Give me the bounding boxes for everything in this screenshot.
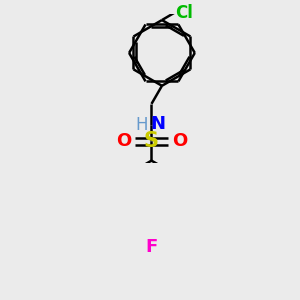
Text: S: S: [144, 131, 159, 151]
Text: O: O: [172, 132, 187, 150]
Text: F: F: [146, 238, 158, 256]
Text: Cl: Cl: [176, 4, 193, 22]
Text: O: O: [116, 132, 131, 150]
Text: N: N: [151, 115, 166, 133]
Text: H: H: [135, 116, 148, 134]
